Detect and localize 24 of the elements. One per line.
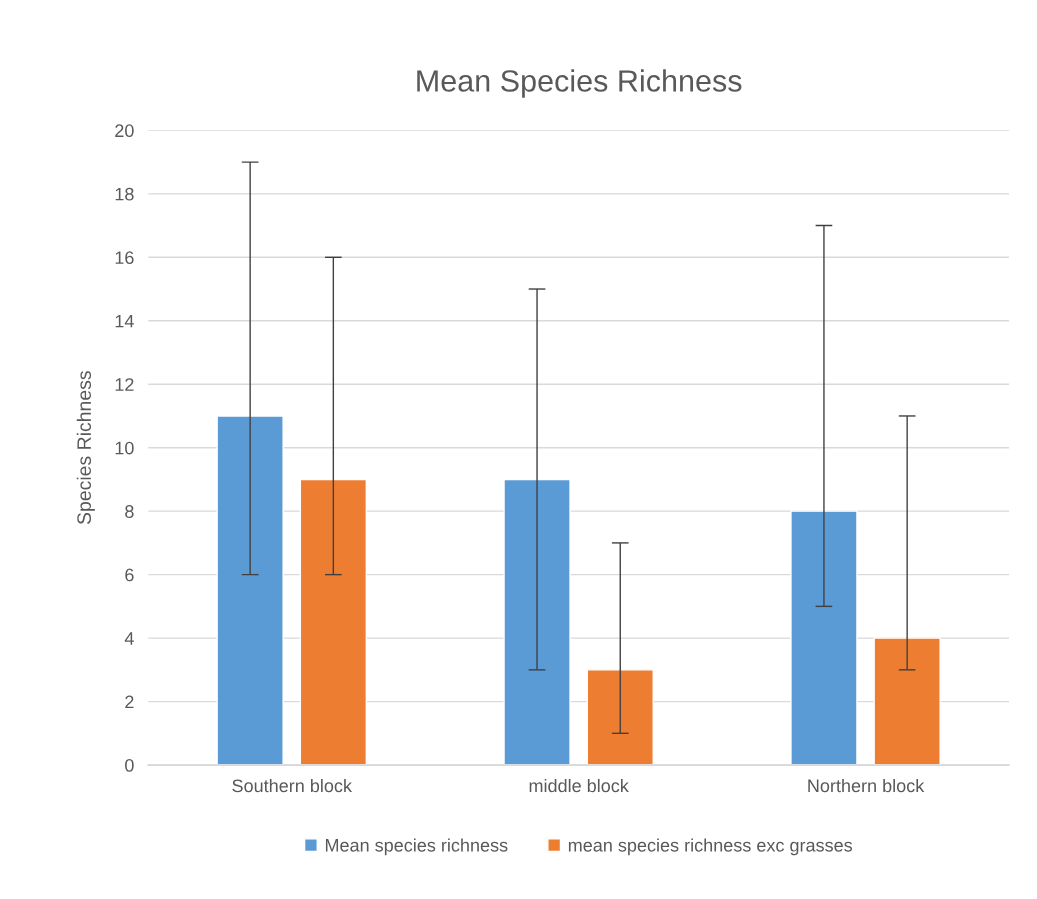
chart-title: Mean Species Richness: [417, 69, 742, 98]
y-tick-label: 6: [125, 568, 134, 582]
y-tick-label: 16: [115, 251, 134, 265]
bar: [216, 415, 284, 766]
y-axis-title: Species Richness: [76, 371, 95, 525]
bar: [503, 478, 571, 766]
legend-label: Mean species richness: [325, 838, 508, 856]
bar: [299, 478, 368, 766]
y-tick-label: 18: [115, 187, 134, 201]
bar: [586, 669, 654, 766]
y-tick-label: 0: [125, 758, 134, 772]
bar: [873, 637, 941, 766]
x-tick-label: Northern block: [808, 778, 925, 793]
y-tick-label: 4: [124, 632, 134, 645]
y-tick-label: 10: [115, 441, 134, 455]
y-tick-label: 2: [125, 695, 134, 709]
bar: [790, 510, 858, 766]
y-tick-label: 14: [115, 314, 134, 328]
y-tick-label: 20: [115, 124, 134, 138]
x-tick-label: middle block: [529, 778, 629, 793]
y-tick-label: 8: [125, 505, 134, 518]
y-tick-label: 12: [115, 378, 134, 391]
x-tick-label: Southern block: [232, 778, 352, 793]
legend-label: mean species richness exc grasses: [568, 838, 853, 856]
